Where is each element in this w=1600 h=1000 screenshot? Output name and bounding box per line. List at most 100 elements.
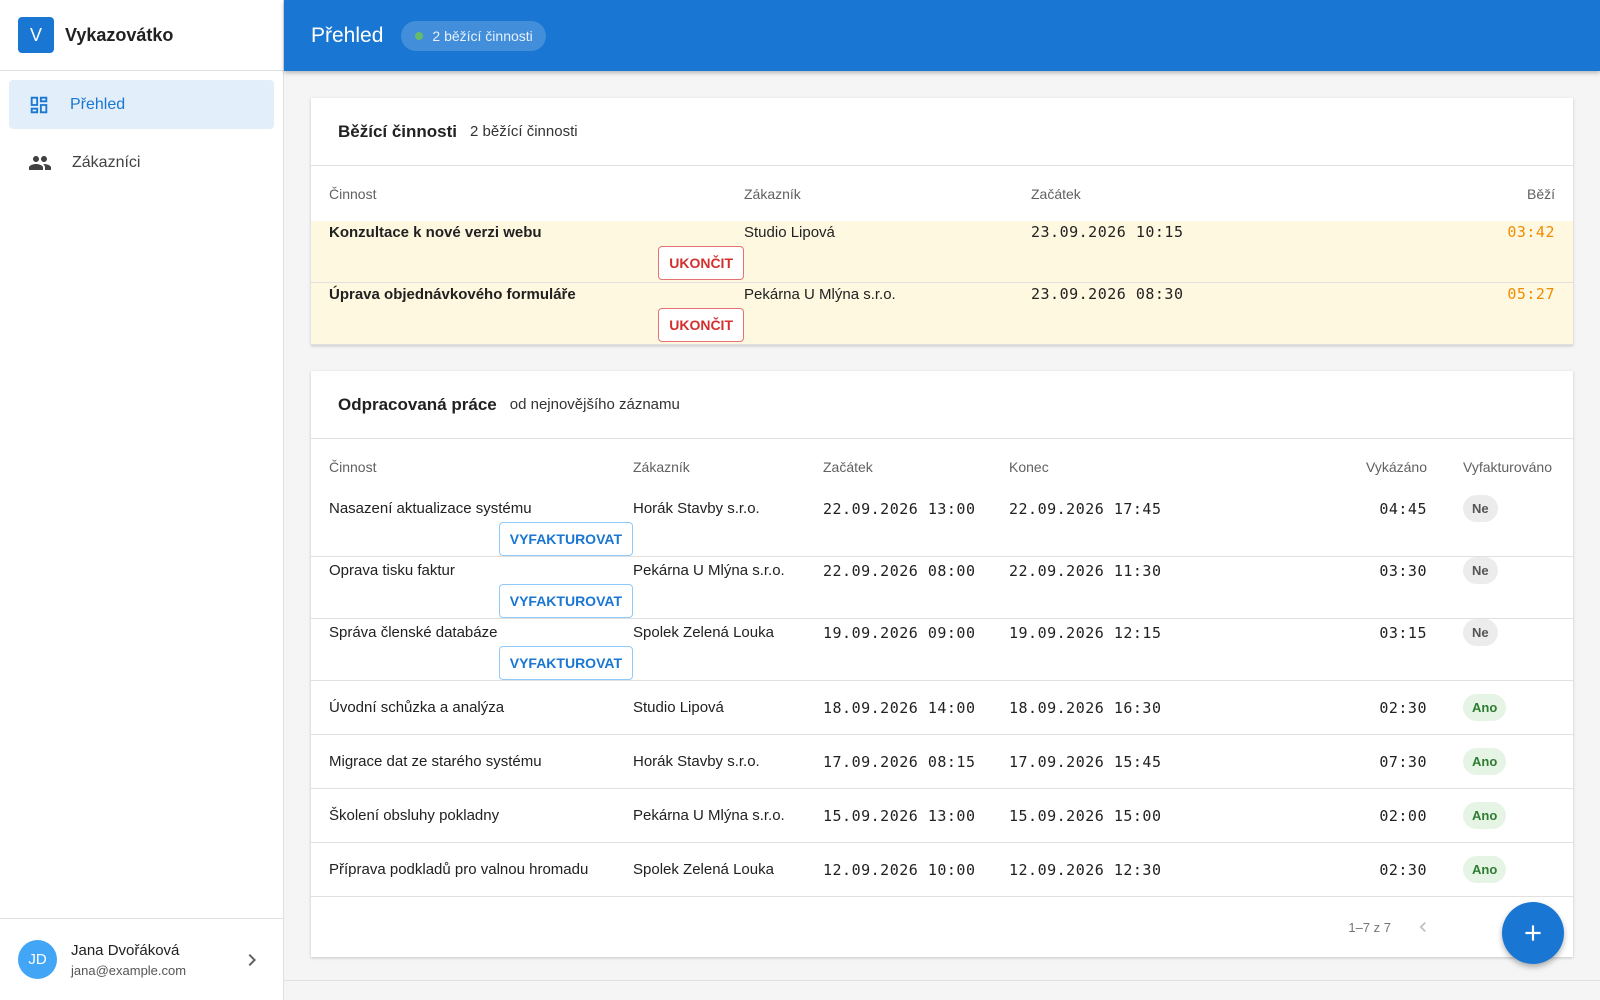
user-menu[interactable]: JD Jana Dvořáková jana@example.com <box>0 918 283 1000</box>
user-name: Jana Dvořáková <box>71 941 180 959</box>
cell: 17.09.2026 08:15 <box>823 752 976 771</box>
cell: 12.09.2026 12:30 <box>1009 860 1162 879</box>
column-header: Zákazník <box>744 185 801 202</box>
cell: 15.09.2026 15:00 <box>1009 806 1162 825</box>
chip-cell: Ano <box>1427 748 1555 775</box>
status-dot <box>415 31 424 40</box>
user-info: Jana Dvořáková jana@example.com <box>71 942 186 978</box>
app-name: Vykazovátko <box>65 24 174 45</box>
cell: Pekárna U Mlýna s.r.o. <box>744 285 896 303</box>
pagination: 1–7 z 7 <box>311 897 1573 957</box>
cell: Spolek Zelená Louka <box>633 624 774 641</box>
nav-label: Přehled <box>70 95 126 113</box>
status-chip: Ano <box>1463 748 1507 775</box>
cell: Migrace dat ze starého systému <box>329 753 542 770</box>
work-card: Odpracovaná práce od nejnovějšího záznam… <box>311 371 1573 957</box>
cell: Spolek Zelená Louka <box>633 861 774 878</box>
column-header: Konec <box>1009 459 1049 475</box>
cell: Pekárna U Mlýna s.r.o. <box>633 562 785 579</box>
table-row: Úvodní schůzka a analýza Studio Lipová 18.… <box>311 681 1573 735</box>
action-button[interactable]: VYFAKTUROVAT <box>498 584 633 618</box>
column-header: Vyfakturováno <box>1463 459 1552 475</box>
brand: V Vykazovátko <box>0 0 283 71</box>
cell: 23.09.2026 08:30 <box>1031 285 1184 304</box>
status-chip: Ne <box>1463 557 1498 584</box>
table-row: Nasazení aktualizace systému Horák Stavby… <box>311 495 1573 557</box>
prev-page[interactable] <box>1413 917 1433 937</box>
column-header: Zákazník <box>633 459 690 475</box>
table-row: Příprava podkladů pro valnou hromadu Spol… <box>311 843 1573 897</box>
nav-item[interactable]: Zákazníci <box>9 138 274 187</box>
status-chip: Ne <box>1463 619 1498 646</box>
cell: 17.09.2026 15:45 <box>1009 752 1162 771</box>
cell: 22.09.2026 13:00 <box>823 499 976 518</box>
table-row: Oprava tisku faktur Pekárna U Mlýna s.r.o… <box>311 557 1573 619</box>
avatar: JD <box>18 940 57 979</box>
chip-cell: Ne <box>1427 495 1555 522</box>
status-chip: Ne <box>1463 495 1498 522</box>
cell: 12.09.2026 10:00 <box>823 860 976 879</box>
table-header: Činnost Zákazník Začátek Běží <box>311 166 1573 221</box>
page-title: Přehled <box>311 23 384 47</box>
cell: 19.09.2026 12:15 <box>1009 623 1162 642</box>
chevron <box>248 953 256 966</box>
cell: Studio Lipová <box>744 223 835 241</box>
cell: 22.09.2026 17:45 <box>1009 499 1162 518</box>
cell: Pekárna U Mlýna s.r.o. <box>633 807 785 824</box>
nav-label: Zákazníci <box>72 153 141 171</box>
cell: Příprava podkladů pro valnou hromadu <box>329 861 589 878</box>
badge-text: 2 běžící činnosti <box>432 27 533 44</box>
action-button[interactable]: UKONČIT <box>658 307 744 342</box>
action-button[interactable]: VYFAKTUROVAT <box>498 522 633 556</box>
column-header: Začátek <box>823 459 873 475</box>
cell: 02:30 <box>1379 698 1427 717</box>
status-chip: Ano <box>1463 802 1507 829</box>
cell: Oprava tisku faktur <box>329 562 455 579</box>
status-chip: Ano <box>1463 856 1507 883</box>
cell: Nasazení aktualizace systému <box>329 500 532 517</box>
divider <box>284 980 1600 981</box>
table-header: Činnost Zákazník Začátek Konec Vykázáno Vyfak… <box>311 439 1573 495</box>
logo: V <box>18 17 54 53</box>
card-header: Odpracovaná práce od nejnovějšího záznam… <box>311 371 1573 439</box>
cell: 23.09.2026 10:15 <box>1031 223 1184 242</box>
column-header: Začátek <box>1031 185 1081 202</box>
cell: Úprava objednávkového formuláře <box>329 285 576 303</box>
cell: 19.09.2026 09:00 <box>823 623 976 642</box>
sidebar: V Vykazovátko Přehled Zákazníci JD Jana … <box>0 0 284 1000</box>
cell: 22.09.2026 08:00 <box>823 561 976 580</box>
chip-cell: Ano <box>1427 802 1555 829</box>
chip-cell: Ne <box>1427 557 1555 584</box>
cell: 22.09.2026 11:30 <box>1009 561 1162 580</box>
cell: 18.09.2026 14:00 <box>823 698 976 717</box>
add-button[interactable] <box>1502 902 1564 964</box>
cell: Úvodní schůzka a analýza <box>329 699 505 716</box>
card-subtitle: od nejnovějšího záznamu <box>509 396 680 413</box>
column-header: Vykázáno <box>1366 459 1427 475</box>
cell: 03:42 <box>1507 223 1555 242</box>
pagination-label: 1–7 z 7 <box>1348 919 1391 935</box>
action-button[interactable]: UKONČIT <box>658 245 744 280</box>
table-row: Konzultace k nové verzi webu Studio Lipov… <box>311 221 1573 283</box>
nav-item[interactable]: Přehled <box>9 80 274 129</box>
action-button[interactable]: VYFAKTUROVAT <box>498 646 633 680</box>
chip-cell: Ano <box>1427 856 1555 883</box>
cell: 05:27 <box>1507 285 1555 304</box>
user-email: jana@example.com <box>71 962 187 978</box>
cell: 15.09.2026 13:00 <box>823 806 976 825</box>
status-chip: Ano <box>1463 694 1507 721</box>
people-icon <box>29 155 51 170</box>
table-row: Migrace dat ze starého systému Horák Stav… <box>311 735 1573 789</box>
card-header: Běžící činnosti 2 běžící činnosti <box>311 98 1573 166</box>
cell: 04:45 <box>1379 499 1427 518</box>
column-header: Běží <box>1526 185 1555 202</box>
cell: 03:30 <box>1379 561 1427 580</box>
chip-cell: Ne <box>1427 619 1555 646</box>
column-header: Činnost <box>329 459 377 475</box>
running-card: Běžící činnosti 2 běžící činnosti Činnos… <box>311 98 1573 345</box>
cell: 02:00 <box>1379 806 1427 825</box>
chip-cell: Ano <box>1427 694 1555 721</box>
cell: Studio Lipová <box>633 699 724 716</box>
plus-icon <box>1525 925 1541 941</box>
